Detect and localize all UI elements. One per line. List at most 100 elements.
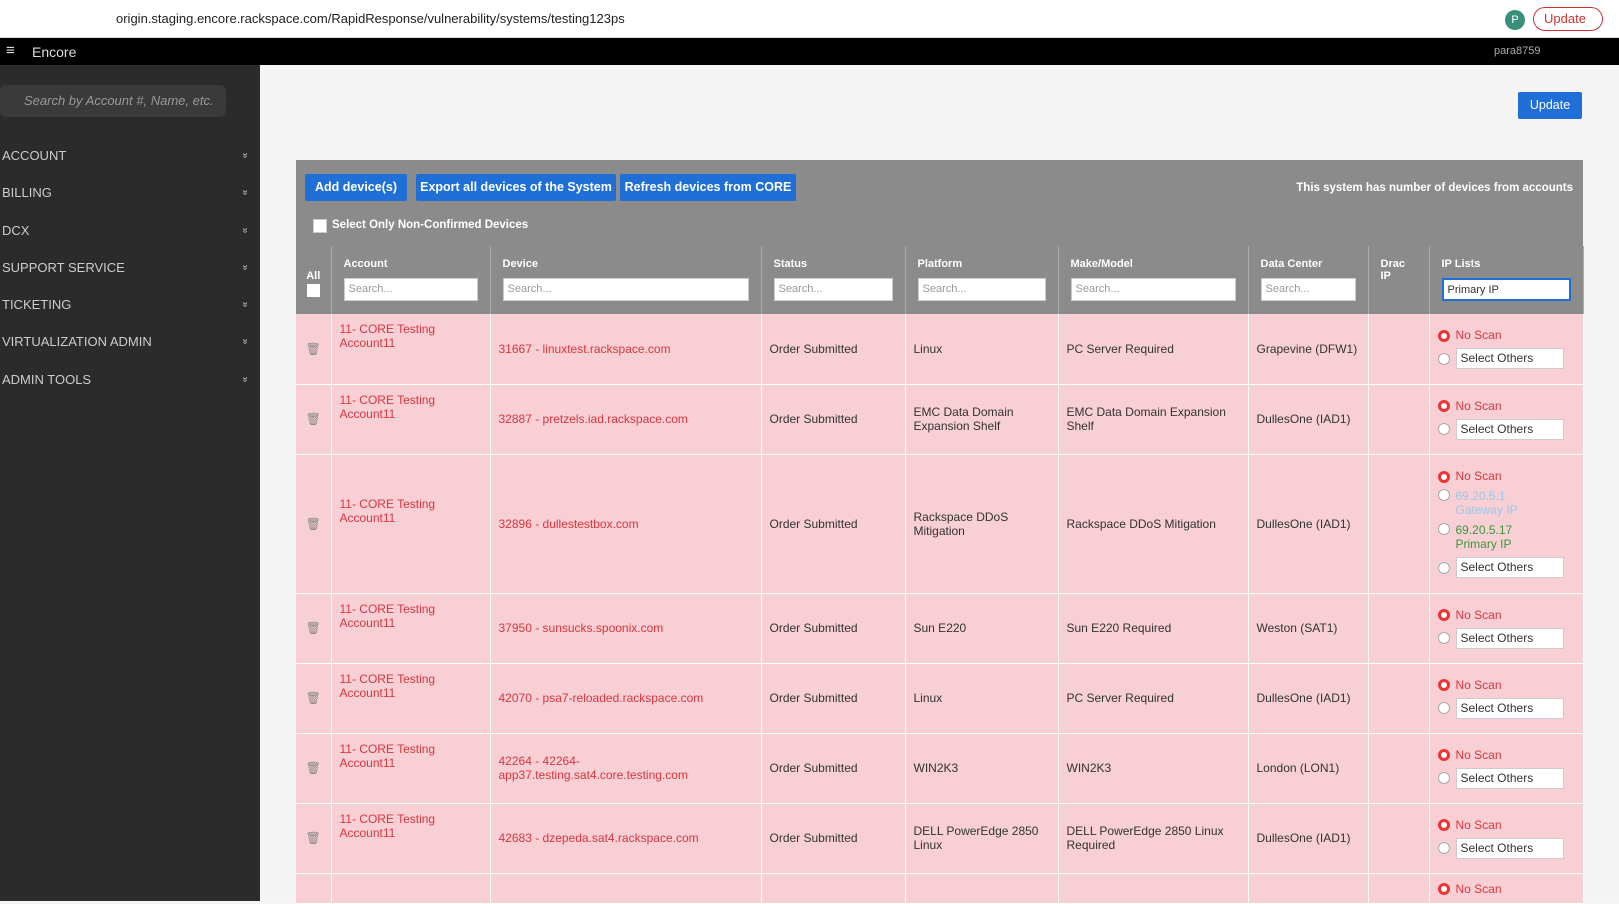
search-input[interactable]: Search... — [1260, 278, 1356, 301]
select[interactable]: Select Others — [1455, 767, 1564, 789]
toolbar-button[interactable]: Add device(s) — [305, 174, 407, 201]
search-input[interactable]: Search... — [773, 278, 893, 301]
radio[interactable] — [1437, 679, 1450, 692]
ip-lists: No Scan 69.20.5.1 Gateway IP 69.20.5.17 Prim… — [1429, 454, 1584, 594]
no-scan[interactable]: No Scan — [1437, 882, 1575, 896]
radio[interactable] — [1437, 749, 1450, 762]
radio[interactable] — [1437, 772, 1450, 784]
platform: WIN2K3 — [905, 733, 1059, 804]
account[interactable]: 11- CORE Testing Account11 — [331, 384, 491, 455]
checkbox[interactable] — [306, 284, 320, 297]
radio[interactable] — [1437, 470, 1450, 483]
filter[interactable]: Select Only Non-Confirmed Devices — [332, 219, 529, 231]
data-center: DullesOne (IAD1) — [1248, 663, 1369, 734]
select[interactable]: Select Others — [1455, 837, 1564, 859]
device[interactable]: 32896 - dullestestbox.com — [490, 454, 762, 594]
search-input[interactable]: Search... — [1070, 278, 1236, 301]
radio[interactable] — [1437, 489, 1450, 501]
menu-item[interactable]: DCX — [0, 212, 260, 249]
profile[interactable]: P — [1505, 10, 1525, 30]
radio[interactable] — [1437, 842, 1450, 854]
device[interactable]: 42683 - dzepeda.sat4.rackspace.com — [490, 803, 762, 874]
ip-option[interactable]: 69.20.5.17 Primary IP — [1437, 523, 1575, 551]
select-others: Select Others — [1437, 418, 1575, 440]
no-scan-label: No Scan — [1455, 677, 1502, 692]
select[interactable]: Select Others — [1455, 627, 1564, 649]
radio[interactable] — [1437, 702, 1450, 714]
browser-update[interactable]: Update — [1533, 7, 1603, 31]
ip-lists: No Scan Select Others — [1429, 593, 1584, 664]
toolbar-button[interactable]: Export all devices of the System — [416, 174, 616, 201]
menu-item[interactable]: TICKETING — [0, 286, 260, 323]
radio[interactable] — [1437, 352, 1450, 365]
device[interactable]: 31667 - linuxtest.rackspace.com — [490, 314, 762, 385]
account[interactable]: 11- CORE Testing Account11 — [331, 663, 491, 734]
account[interactable]: 11- CORE Testing Account11 — [331, 593, 491, 664]
delete[interactable]: 🗑 — [296, 314, 332, 385]
column-title: Device — [502, 258, 538, 270]
radio[interactable] — [1437, 330, 1450, 343]
ip-filter[interactable]: Primary IP — [1441, 278, 1571, 301]
delete[interactable]: 🗑 — [296, 663, 332, 734]
menu-item[interactable]: ACCOUNT — [0, 137, 260, 174]
radio[interactable] — [1437, 523, 1450, 535]
user[interactable]: para8759 — [1494, 45, 1541, 57]
toolbar: Add device(s) Export all devices of the S… — [296, 160, 1583, 246]
radio[interactable] — [1437, 423, 1450, 435]
radio[interactable] — [1437, 561, 1450, 574]
menu-item[interactable]: SUPPORT SERVICE — [0, 249, 260, 286]
checkbox[interactable] — [313, 219, 327, 233]
no-scan[interactable]: No Scan — [1437, 608, 1575, 622]
menu-item[interactable]: ADMIN TOOLS — [0, 361, 260, 398]
no-scan[interactable]: No Scan — [1437, 818, 1575, 832]
account[interactable]: 11- CORE Testing Account11 — [331, 454, 491, 594]
search-input[interactable]: Search... — [917, 278, 1046, 301]
menu-item[interactable]: VIRTUALIZATION ADMIN — [0, 323, 260, 360]
radio[interactable] — [1437, 883, 1450, 896]
platform: Linux — [905, 314, 1059, 385]
no-scan[interactable]: No Scan — [1437, 469, 1575, 483]
no-scan[interactable]: No Scan — [1437, 748, 1575, 762]
drac-ip — [1368, 454, 1430, 594]
radio[interactable] — [1437, 400, 1450, 413]
search-input[interactable]: Search... — [502, 278, 749, 301]
cell — [1058, 873, 1249, 904]
device[interactable]: 42070 - psa7-reloaded.rackspace.com — [490, 663, 762, 734]
account[interactable]: 11- CORE Testing Account11 — [331, 803, 491, 874]
device[interactable]: 32887 - pretzels.iad.rackspace.com — [490, 384, 762, 455]
select[interactable]: Select Others — [1455, 348, 1564, 370]
account[interactable]: 11- CORE Testing Account11 — [331, 733, 491, 804]
delete[interactable]: 🗑 — [296, 593, 332, 664]
radio[interactable] — [1437, 819, 1450, 832]
platform: Sun E220 — [905, 593, 1059, 664]
select-others: Select Others — [1437, 767, 1575, 789]
status: Order Submitted — [761, 663, 906, 734]
delete[interactable]: 🗑 — [296, 803, 332, 874]
no-scan[interactable]: No Scan — [1437, 677, 1575, 692]
radio[interactable] — [1437, 632, 1450, 644]
toolbar-button[interactable]: Refresh devices from CORE — [620, 174, 796, 201]
delete[interactable]: 🗑 — [296, 384, 332, 455]
search-input[interactable]: Search... — [343, 278, 478, 301]
column-header: Make/Model Search... — [1058, 246, 1249, 314]
radio[interactable] — [1437, 609, 1450, 622]
no-scan[interactable]: No Scan — [1437, 328, 1575, 343]
device-row: 🗑 11- CORE Testing Account11 42264 - 42264… — [296, 733, 1584, 804]
app-name[interactable]: Encore — [32, 44, 77, 60]
menu-icon[interactable]: ≡ — [6, 42, 15, 59]
search[interactable]: Search by Account #, Name, etc. — [0, 85, 226, 117]
ip-option[interactable]: 69.20.5.1 Gateway IP — [1437, 489, 1575, 517]
account[interactable]: 11- CORE Testing Account11 — [331, 314, 491, 385]
delete[interactable]: 🗑 — [296, 454, 332, 594]
select[interactable]: Select Others — [1455, 557, 1564, 578]
update-button[interactable]: Update — [1518, 92, 1582, 119]
menu-item[interactable]: BILLING — [0, 174, 260, 211]
device[interactable]: 42264 - 42264-app37.testing.sat4.core.te… — [490, 733, 762, 804]
select[interactable]: Select Others — [1455, 697, 1564, 719]
column-title: Drac IP — [1380, 258, 1405, 282]
device[interactable]: 37950 - sunsucks.spoonix.com — [490, 593, 762, 664]
delete[interactable]: 🗑 — [296, 733, 332, 804]
url[interactable]: origin.staging.encore.rackspace.com/Rapi… — [116, 11, 625, 26]
no-scan[interactable]: No Scan — [1437, 399, 1575, 413]
select[interactable]: Select Others — [1455, 418, 1564, 440]
